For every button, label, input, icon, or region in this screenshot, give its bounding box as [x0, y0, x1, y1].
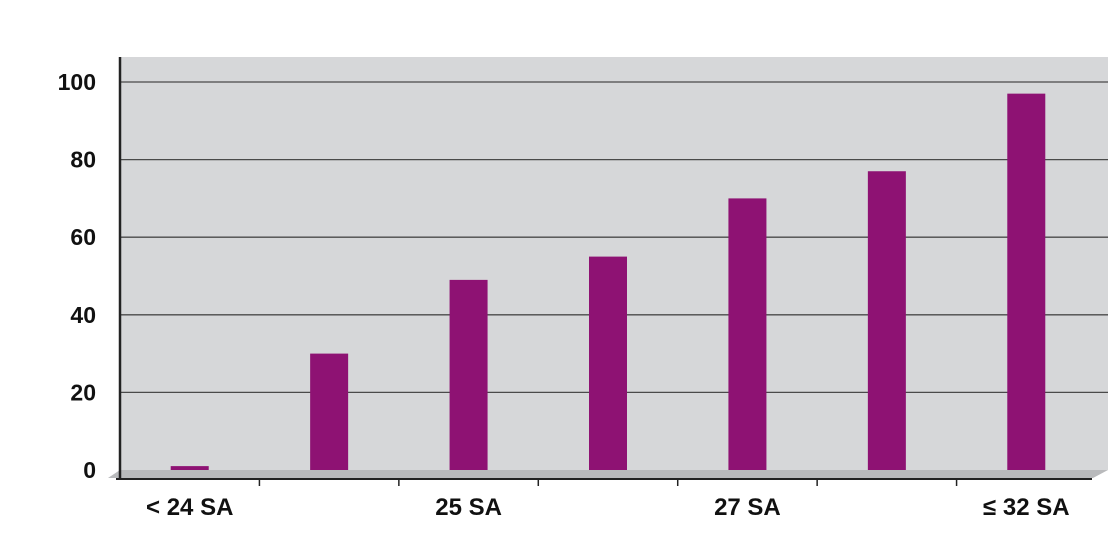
y-tick-label: 80 — [70, 147, 96, 173]
x-tick-label: < 24 SA — [146, 494, 233, 521]
x-axis: < 24 SA 25 SA 27 SA ≤ 32 SA — [116, 478, 1092, 521]
y-tick-label: 60 — [70, 224, 96, 250]
x-tick-label: ≤ 32 SA — [983, 494, 1070, 521]
y-tick-label: 40 — [70, 302, 96, 328]
plot-floor — [108, 470, 1108, 478]
bars — [170, 93, 1046, 471]
bar — [449, 279, 488, 470]
bar — [310, 353, 349, 470]
bar — [867, 171, 906, 471]
y-tick-label: 0 — [83, 457, 96, 483]
y-axis: 0 20 40 60 80 100 — [58, 57, 122, 483]
bar — [170, 466, 209, 470]
x-tick-label: 25 SA — [435, 494, 502, 521]
y-tick-label: 20 — [70, 379, 96, 405]
y-tick-label: 100 — [58, 69, 96, 95]
bar — [728, 198, 767, 470]
bar — [1007, 93, 1046, 470]
x-tick-label: 27 SA — [714, 494, 781, 521]
bar — [589, 256, 627, 470]
